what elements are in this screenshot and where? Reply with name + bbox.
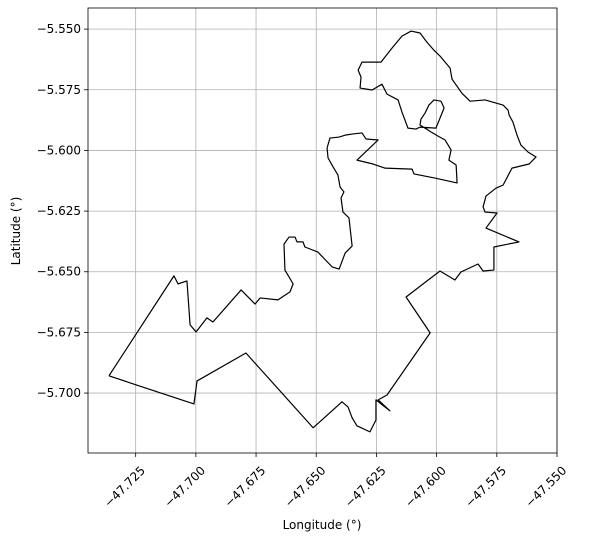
boundary xyxy=(108,30,537,433)
y-tick-label: −5.600 xyxy=(37,143,81,157)
y-tick-label: −5.550 xyxy=(37,22,81,36)
axes-frame xyxy=(87,7,558,454)
y-tick-label: −5.700 xyxy=(37,386,81,400)
y-tick-label: −5.625 xyxy=(37,204,81,218)
y-axis-label: Latitude (°) xyxy=(9,197,23,266)
y-tick-label: −5.650 xyxy=(37,265,81,279)
y-tick-label: −5.675 xyxy=(37,325,81,339)
x-axis-label: Longitude (°) xyxy=(283,518,362,532)
y-tick-label: −5.575 xyxy=(37,83,81,97)
